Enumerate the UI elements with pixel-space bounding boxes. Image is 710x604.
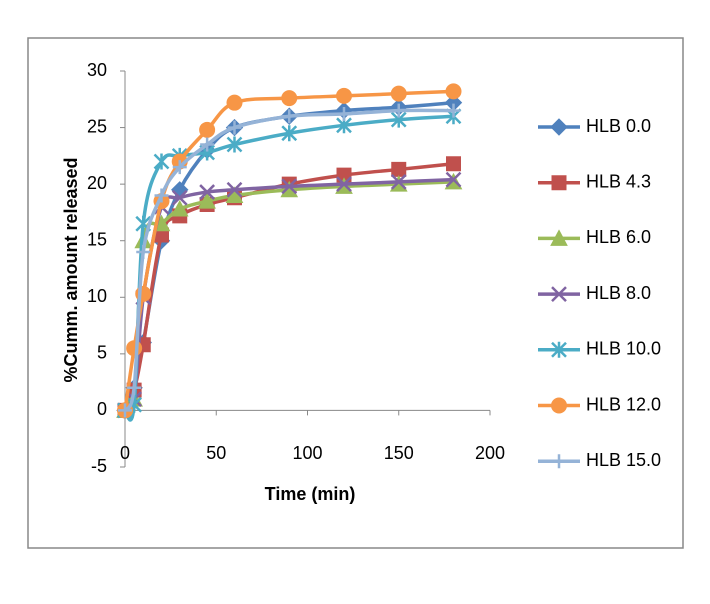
marker — [199, 121, 216, 138]
marker — [172, 160, 187, 175]
y-axis-title: %Cumm. amount released — [61, 157, 81, 382]
marker — [337, 106, 351, 121]
y-tick-label: 15 — [87, 229, 107, 249]
marker — [136, 245, 151, 260]
x-tick-label: 150 — [384, 443, 414, 463]
legend-marker — [551, 175, 567, 191]
marker — [226, 181, 243, 198]
marker — [282, 109, 297, 124]
legend-label: HLB 15.0 — [586, 450, 661, 470]
marker — [445, 83, 462, 100]
marker — [154, 188, 169, 203]
y-tick-label: -5 — [91, 456, 107, 476]
y-tick-label: 25 — [87, 116, 107, 136]
legend-marker — [550, 229, 568, 246]
legend-label: HLB 8.0 — [586, 283, 651, 303]
legend-marker — [551, 341, 567, 358]
marker — [170, 199, 189, 217]
marker — [281, 90, 298, 107]
y-tick-label: 5 — [97, 343, 107, 363]
marker — [391, 161, 407, 177]
x-axis-title: Time (min) — [265, 484, 356, 504]
legend-label: HLB 10.0 — [586, 339, 661, 359]
marker — [127, 380, 142, 395]
marker — [390, 85, 407, 102]
legend-label: HLB 6.0 — [586, 227, 651, 247]
x-tick-label: 200 — [475, 443, 505, 463]
legend-label: HLB 12.0 — [586, 394, 661, 414]
legend-marker — [551, 397, 567, 414]
marker — [226, 94, 243, 111]
y-tick-label: 0 — [97, 399, 107, 419]
marker — [198, 192, 216, 209]
x-tick-label: 100 — [292, 443, 322, 463]
y-tick-label: 30 — [87, 60, 107, 80]
y-tick-label: 20 — [87, 173, 107, 193]
x-tick-label: 0 — [120, 443, 130, 463]
marker — [281, 178, 298, 195]
series-line — [123, 108, 454, 412]
marker — [281, 125, 298, 142]
x-tick-label: 50 — [206, 443, 226, 463]
marker — [227, 120, 242, 135]
legend-label: HLB 0.0 — [586, 116, 651, 136]
marker — [118, 403, 132, 418]
marker — [336, 87, 352, 104]
legend-label: HLB 4.3 — [586, 171, 651, 191]
legend-marker — [551, 286, 567, 302]
legend-marker — [550, 118, 568, 136]
marker — [153, 153, 170, 170]
marker — [200, 137, 215, 152]
marker — [336, 176, 352, 193]
marker — [126, 340, 143, 357]
marker — [226, 136, 243, 153]
marker — [446, 156, 461, 172]
marker — [171, 189, 188, 206]
marker — [390, 173, 407, 190]
legend-marker — [552, 454, 566, 469]
marker — [391, 103, 406, 118]
y-tick-label: 10 — [87, 286, 107, 306]
marker — [445, 171, 462, 188]
marker — [446, 103, 461, 118]
marker — [199, 184, 216, 200]
